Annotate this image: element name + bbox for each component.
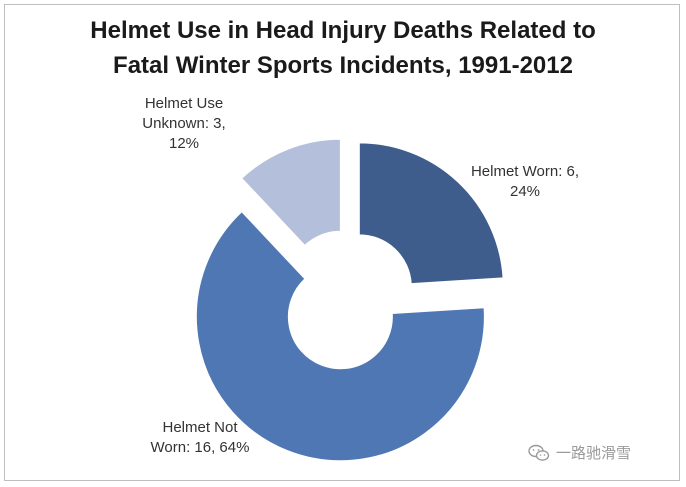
data-label-line: Helmet Not <box>162 419 238 436</box>
data-label-line: Worn: 16, 64% <box>151 439 250 456</box>
data-label-line: 12% <box>169 135 199 152</box>
slice-helmet-worn <box>358 142 504 285</box>
data-label-helmet-use-unknown: Helmet Use Unknown: 3, 12% <box>142 95 225 152</box>
watermark: 一路驰滑雪 <box>528 442 631 463</box>
wechat-icon <box>528 444 550 461</box>
slice-helmet-not-worn <box>195 211 485 462</box>
data-label-line: Helmet Use <box>145 95 223 112</box>
slice-helmet-use-unknown <box>241 138 341 247</box>
data-label-line: 24% <box>510 183 540 200</box>
watermark-text: 一路驰滑雪 <box>556 444 632 462</box>
data-label-line: Helmet Worn: 6, <box>471 163 579 180</box>
chart-title-line-1: Helmet Use in Head Injury Deaths Related… <box>90 17 596 44</box>
data-label-line: Unknown: 3, <box>142 115 225 132</box>
data-label-helmet-worn: Helmet Worn: 6, 24% <box>471 163 579 200</box>
data-label-helmet-not-worn: Helmet Not Worn: 16, 64% <box>151 419 250 456</box>
chart-title-line-2: Fatal Winter Sports Incidents, 1991-2012 <box>113 52 573 79</box>
